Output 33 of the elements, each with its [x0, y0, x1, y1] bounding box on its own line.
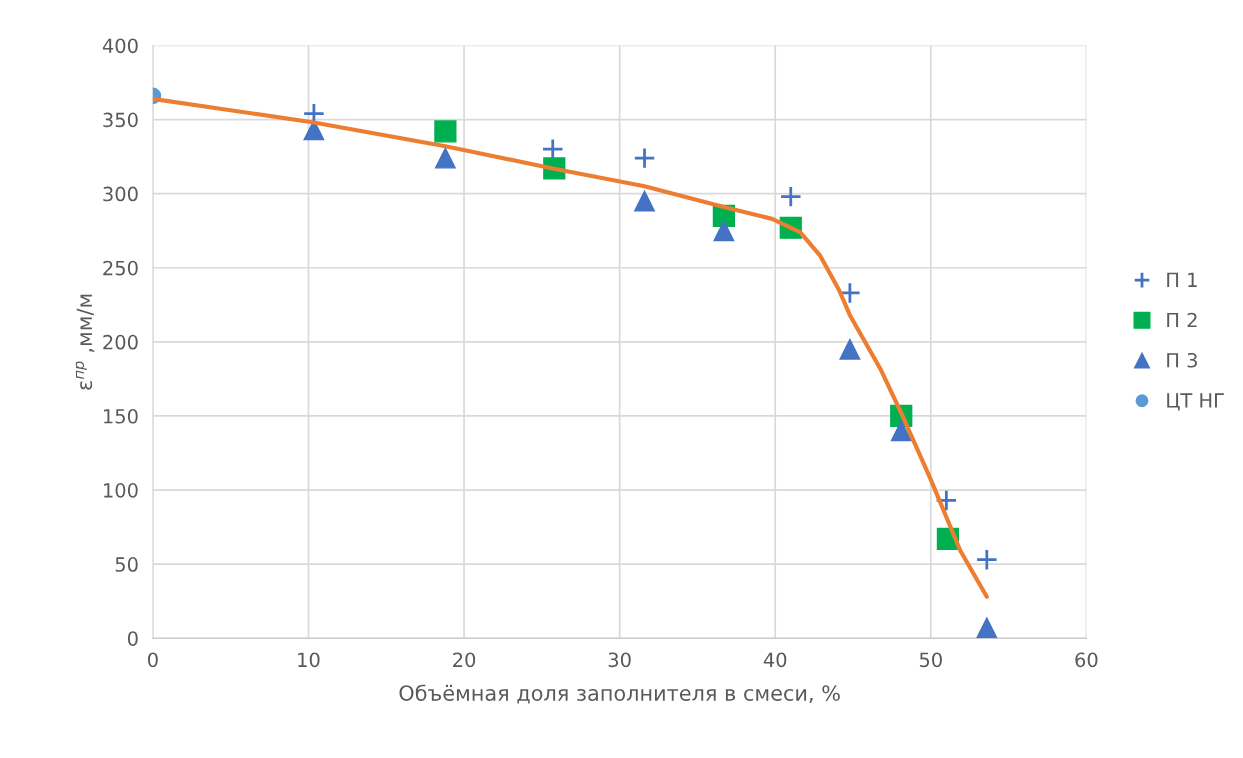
legend-label: П 3 — [1167, 352, 1197, 368]
point — [890, 420, 912, 442]
x-tick-label: 60 — [1075, 652, 1098, 668]
point — [975, 548, 998, 571]
y-tick-label: 200 — [103, 334, 138, 350]
y-tick-label: 50 — [115, 557, 138, 572]
y-tick-label: 250 — [103, 260, 138, 276]
x-axis-title: Объёмная доля заполнителя в смеси, % — [399, 684, 840, 704]
point — [634, 190, 655, 212]
x-tick-label: 10 — [298, 652, 320, 668]
point — [713, 220, 735, 242]
x-tick-label: 30 — [608, 652, 631, 668]
legend-label: ЦТ НГ — [1167, 393, 1224, 411]
legend-label: П 1 — [1167, 272, 1197, 287]
x-tick-label: 20 — [453, 652, 476, 668]
y-tick-label: 0 — [127, 631, 138, 646]
point — [839, 338, 861, 360]
y-tick-label: 350 — [103, 112, 138, 128]
y-tick-label: 100 — [104, 483, 138, 498]
y-tick-label: 400 — [102, 38, 138, 54]
y-tick-label: 150 — [104, 408, 138, 424]
point — [935, 489, 958, 512]
point — [779, 185, 802, 208]
x-tick-label: 0 — [147, 652, 158, 668]
x-tick-label: 50 — [919, 652, 942, 668]
point — [633, 146, 656, 170]
point — [434, 147, 456, 169]
y-axis-title: ε$^{пр}$ ,мм/м — [75, 294, 95, 390]
point — [434, 120, 457, 143]
point — [976, 617, 998, 639]
x-tick-label: 40 — [763, 652, 787, 668]
y-tick-label: 300 — [103, 186, 138, 202]
legend-label: П 2 — [1167, 312, 1197, 328]
